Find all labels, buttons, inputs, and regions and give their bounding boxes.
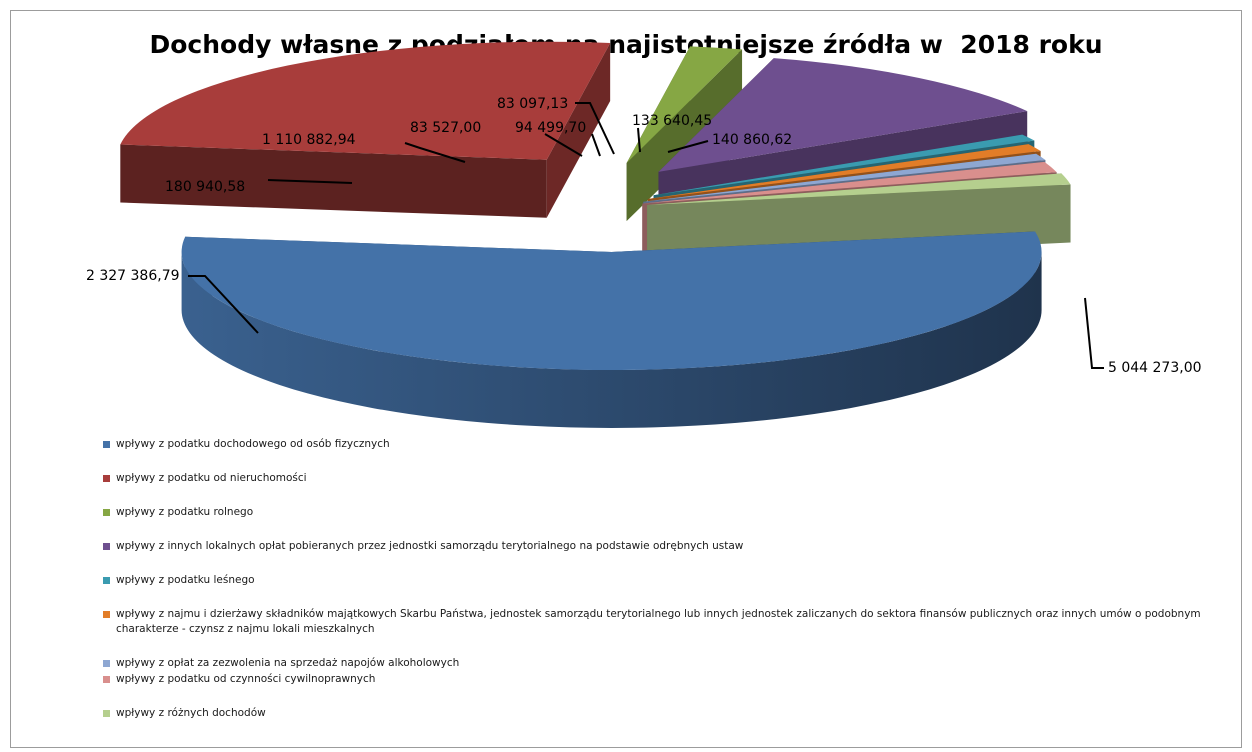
data-label: 83 527,00 bbox=[410, 120, 481, 136]
leader-line bbox=[591, 133, 601, 157]
slice-top bbox=[643, 153, 1046, 202]
legend-label: wpływy z podatku dochodowego od osób fiz… bbox=[116, 438, 390, 450]
data-label: 5 044 273,00 bbox=[1108, 360, 1202, 376]
legend-label: wpływy z najmu i dzierżawy składników ma… bbox=[116, 608, 1201, 635]
legend-swatch bbox=[103, 543, 110, 550]
legend-item: wpływy z podatku od nieruchomości bbox=[100, 471, 1210, 486]
legend-swatch bbox=[103, 660, 110, 667]
legend-label: wpływy z podatku leśnego bbox=[116, 574, 255, 586]
leader-line bbox=[637, 127, 641, 153]
pie-slice bbox=[626, 46, 743, 222]
legend-label: wpływy z opłat za zezwolenia na sprzedaż… bbox=[116, 657, 460, 669]
legend-swatch bbox=[103, 441, 110, 448]
data-label: 83 097,13 bbox=[497, 96, 568, 112]
leader-line bbox=[188, 275, 259, 334]
legend-item: wpływy z różnych dochodów bbox=[100, 706, 1210, 721]
leader-line bbox=[667, 140, 709, 153]
slice-side-wall bbox=[546, 43, 611, 218]
legend-label: wpływy z innych lokalnych opłat pobieran… bbox=[116, 540, 744, 552]
legend-item: wpływy z podatku rolnego bbox=[100, 505, 1210, 520]
slice-top bbox=[647, 144, 1041, 200]
legend: wpływy z podatku dochodowego od osób fiz… bbox=[100, 437, 1210, 721]
legend-label: wpływy z podatku rolnego bbox=[116, 506, 254, 518]
slice-side-wall bbox=[626, 49, 743, 222]
legend-swatch bbox=[103, 676, 110, 683]
data-label: 94 499,70 bbox=[515, 120, 586, 136]
data-label: 133 640,45 bbox=[632, 113, 712, 129]
slice-top bbox=[642, 161, 1057, 204]
legend-swatch bbox=[103, 710, 110, 717]
legend-swatch bbox=[103, 475, 110, 482]
legend-swatch bbox=[103, 509, 110, 516]
slice-top bbox=[647, 173, 1071, 205]
slice-rim bbox=[181, 251, 1042, 428]
slice-top bbox=[181, 231, 1042, 370]
legend-label: wpływy z podatku od czynności cywilnopra… bbox=[116, 673, 376, 685]
pie-slice bbox=[181, 231, 1042, 428]
leader-line bbox=[1084, 297, 1104, 369]
legend-item: wpływy z innych lokalnych opłat pobieran… bbox=[100, 539, 1210, 554]
legend-swatch bbox=[103, 577, 110, 584]
slice-top bbox=[120, 41, 611, 160]
data-label: 2 327 386,79 bbox=[86, 268, 180, 284]
leader-line bbox=[267, 179, 353, 184]
legend-label: wpływy z różnych dochodów bbox=[116, 707, 266, 719]
slice-top bbox=[658, 58, 1028, 172]
leader-line bbox=[575, 102, 615, 155]
data-label: 180 940,58 bbox=[165, 179, 245, 195]
data-label: 140 860,62 bbox=[712, 132, 792, 148]
legend-item: wpływy z podatku od czynności cywilnopra… bbox=[100, 672, 1210, 687]
slice-top bbox=[626, 46, 743, 164]
legend-item: wpływy z podatku leśnego bbox=[100, 573, 1210, 588]
leader-line bbox=[544, 133, 583, 157]
leader-line bbox=[404, 142, 466, 163]
data-label: 1 110 882,94 bbox=[262, 132, 356, 148]
legend-swatch bbox=[103, 611, 110, 618]
pie-slice bbox=[120, 41, 611, 218]
legend-item: wpływy z najmu i dzierżawy składników ma… bbox=[100, 607, 1210, 637]
slice-side-wall bbox=[120, 144, 547, 218]
legend-item: wpływy z podatku dochodowego od osób fiz… bbox=[100, 437, 1210, 452]
slice-top bbox=[653, 134, 1035, 196]
legend-label: wpływy z podatku od nieruchomości bbox=[116, 472, 307, 484]
legend-item: wpływy z opłat za zezwolenia na sprzedaż… bbox=[100, 656, 1210, 671]
